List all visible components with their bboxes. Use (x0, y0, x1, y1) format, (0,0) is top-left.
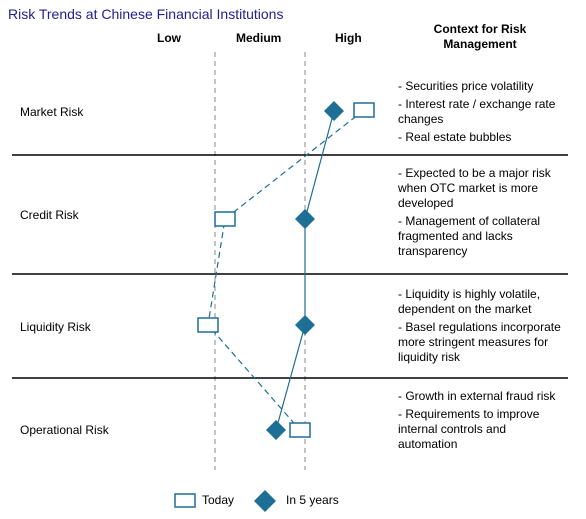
context-note: - Securities price volatility (398, 79, 534, 93)
context-note: - Expected to be a major risk when OTC m… (398, 166, 551, 210)
context-note: - Basel regulations incorporate more str… (398, 320, 561, 364)
row-label-liquidity-risk: Liquidity Risk (20, 320, 91, 334)
legend-in-5-years-label: In 5 years (286, 493, 339, 507)
context-note: - Growth in external fraud risk (398, 389, 556, 403)
in-5-years-marker-liquidity-risk (295, 315, 315, 335)
in-5-years-marker-market-risk (324, 101, 344, 121)
column-header-high: High (335, 31, 362, 45)
context-note: - Management of collateral fragmented an… (398, 214, 541, 258)
row-label-operational-risk: Operational Risk (20, 423, 109, 437)
column-header-low: Low (157, 31, 181, 45)
today-marker-credit-risk (214, 211, 236, 227)
context-notes-operational-risk: - Growth in external fraud risk - Requir… (398, 389, 568, 455)
in-5-years-marker-credit-risk (295, 209, 315, 229)
legend-today-label: Today (202, 493, 235, 507)
column-header-medium: Medium (236, 31, 282, 45)
context-notes-credit-risk: - Expected to be a major risk when OTC m… (398, 166, 568, 262)
context-note: - Interest rate / exchange rate changes (398, 97, 556, 126)
today-marker-market-risk (353, 102, 375, 118)
chart-title: Risk Trends at Chinese Financial Institu… (8, 6, 284, 22)
legend-in-5-years-marker (254, 490, 276, 512)
today-marker-liquidity-risk (197, 317, 219, 333)
today-trend-line (207, 109, 365, 431)
context-notes-liquidity-risk: - Liquidity is highly volatile, dependen… (398, 287, 568, 368)
today-marker-operational-risk (289, 422, 311, 438)
context-note: - Requirements to improve internal contr… (398, 407, 540, 451)
column-header-context: Context for Risk Management (433, 22, 527, 51)
in-5-years-trend-line (275, 110, 335, 431)
context-note: - Real estate bubbles (398, 130, 512, 144)
in-5-years-marker-operational-risk (266, 420, 286, 440)
legend-today-marker (174, 493, 196, 508)
context-note: - Liquidity is highly volatile, dependen… (398, 287, 541, 316)
row-label-market-risk: Market Risk (20, 105, 84, 119)
context-notes-market-risk: - Securities price volatility - Interest… (398, 79, 568, 148)
row-label-credit-risk: Credit Risk (20, 208, 79, 222)
